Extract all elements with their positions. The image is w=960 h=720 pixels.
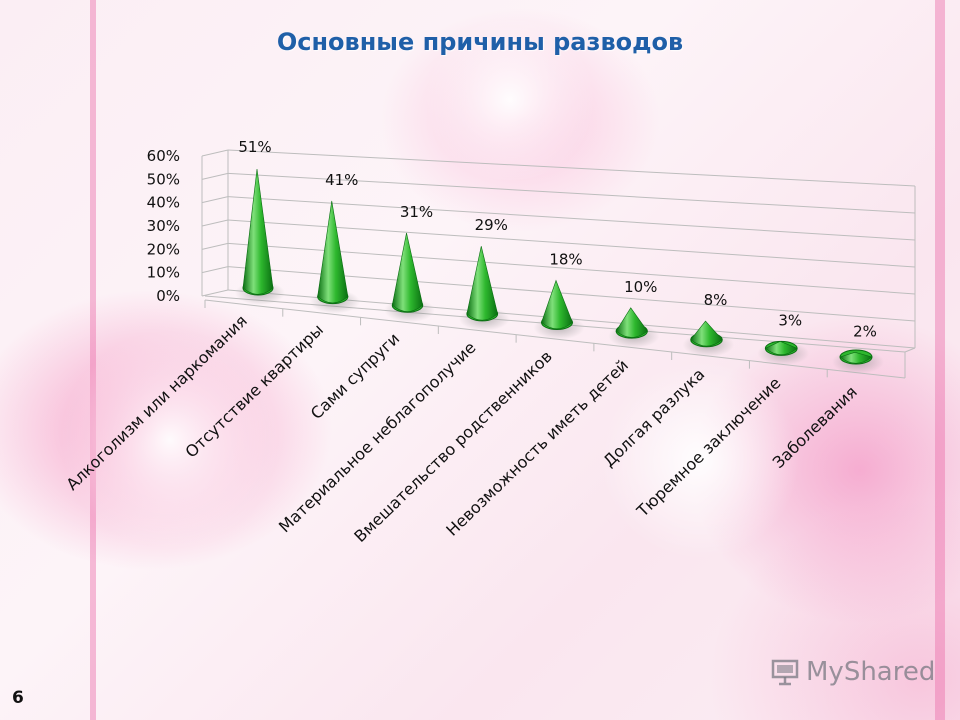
data-label: 41% [325, 171, 358, 189]
cone-bar [764, 341, 798, 355]
category-label: Тюремное заключение [632, 373, 784, 521]
category-label: Невозможность иметь детей [442, 356, 632, 540]
cone-bar [839, 352, 873, 364]
gridline [227, 196, 916, 241]
gridline [227, 219, 916, 268]
gridline [201, 289, 229, 297]
y-tick-label: 10% [147, 264, 180, 282]
decor-glow [420, 20, 600, 180]
gridline [227, 149, 916, 187]
y-tick-label: 60% [147, 147, 180, 165]
watermark-text: MyShared [806, 657, 936, 687]
category-label: Заболевания [769, 382, 861, 472]
data-label: 18% [549, 251, 582, 269]
data-label: 51% [238, 138, 271, 156]
data-label: 8% [704, 291, 728, 309]
cone-bar [391, 232, 424, 312]
data-label: 2% [853, 322, 877, 340]
cone-bar [541, 279, 573, 330]
y-tick-label: 40% [147, 194, 180, 212]
gridline [201, 242, 229, 250]
cone-bar [466, 246, 498, 321]
y-tick-label: 30% [147, 217, 180, 235]
y-tick-label: 20% [147, 240, 180, 258]
slide-number: 6 [12, 688, 24, 708]
gridline [201, 196, 229, 204]
page-title: Основные причины разводов [276, 28, 684, 56]
data-label: 31% [400, 203, 433, 221]
category-label: Сами супруги [307, 329, 403, 423]
cone-bar [317, 200, 349, 304]
data-label: 10% [624, 278, 657, 296]
floor-edge [904, 347, 916, 353]
projector-screen-icon [771, 659, 799, 686]
data-label: 3% [778, 311, 802, 329]
cone-bar [690, 320, 723, 347]
decor-glow [60, 330, 280, 550]
y-tick-label: 50% [147, 170, 180, 188]
category-label: Отсутствие квартиры [182, 320, 328, 461]
category-label: Алкоголизм или наркомания [62, 311, 250, 494]
watermark: MyShared [770, 655, 935, 689]
cone-bar [242, 168, 274, 295]
gridline [227, 242, 916, 295]
y-tick-label: 0% [156, 287, 180, 305]
gridline [227, 172, 916, 214]
data-label: 29% [475, 216, 508, 234]
gridline [201, 266, 229, 274]
cone-bar [615, 307, 648, 338]
decor-stripe [935, 0, 945, 720]
gridline [201, 172, 229, 180]
decor-glow [600, 360, 800, 560]
gridline [201, 149, 229, 157]
gridline [201, 219, 229, 227]
